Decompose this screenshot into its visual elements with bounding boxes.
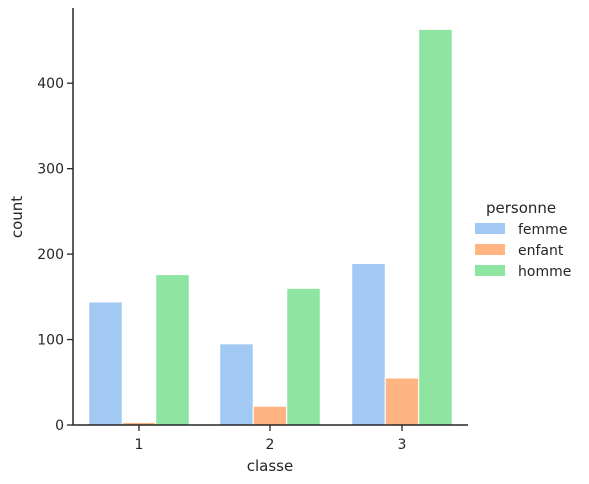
bar-femme-2 (219, 343, 254, 426)
x-axis: 1 2 3 (73, 424, 468, 453)
y-tick-label: 200 (37, 247, 64, 263)
y-tick-label: 400 (37, 76, 64, 92)
bars (88, 28, 453, 426)
bar-femme-3 (351, 263, 386, 426)
x-tick-label: 1 (135, 437, 144, 453)
y-axis-title: count (8, 196, 26, 238)
x-axis-title: classe (247, 457, 293, 475)
bar-femme-1 (88, 301, 123, 426)
bar-enfant-2 (252, 405, 288, 426)
x-tick-label: 2 (266, 437, 275, 453)
legend: personne femme enfant homme (475, 199, 571, 280)
legend-title: personne (486, 199, 556, 217)
legend-swatch-enfant (475, 244, 505, 255)
bar-homme-1 (155, 274, 190, 426)
y-tick-label: 100 (37, 333, 64, 349)
bar-homme-3 (418, 28, 453, 426)
x-tick-label: 3 (398, 437, 407, 453)
y-axis: 0 100 200 300 400 (37, 8, 74, 434)
legend-swatch-homme (475, 265, 505, 276)
bar-enfant-3 (384, 377, 420, 426)
legend-label-femme: femme (518, 222, 567, 238)
bar-homme-2 (286, 287, 321, 426)
y-tick-label: 0 (55, 418, 64, 434)
legend-swatch-femme (475, 223, 505, 234)
legend-label-homme: homme (518, 264, 571, 280)
legend-label-enfant: enfant (518, 243, 564, 259)
y-tick-label: 300 (37, 162, 64, 178)
